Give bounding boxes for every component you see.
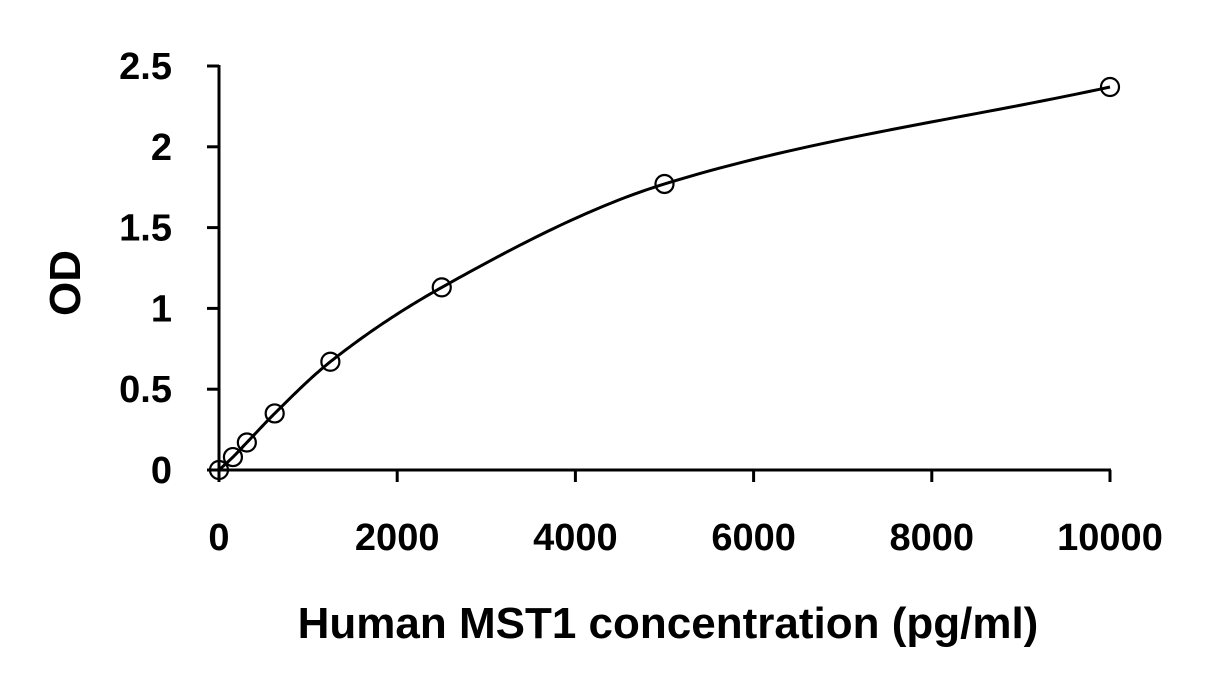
data-point <box>431 277 452 298</box>
y-tick-label: 0 <box>151 450 172 492</box>
y-tick-label: 1 <box>151 288 172 330</box>
data-point <box>208 459 230 481</box>
fit-curve <box>217 85 1111 472</box>
x-tick-label: 6000 <box>711 517 796 559</box>
data-point <box>1099 76 1121 98</box>
data-point <box>222 446 244 468</box>
x-tick-label: 8000 <box>890 517 975 559</box>
data-points <box>208 76 1121 481</box>
data-point <box>236 432 257 453</box>
axes <box>217 65 1111 472</box>
y-tick-label: 0.5 <box>119 369 172 411</box>
data-point <box>654 173 675 195</box>
y-tick-label: 2.5 <box>119 46 172 88</box>
x-tick-label: 10000 <box>1057 517 1163 559</box>
y-tick-label: 1.5 <box>119 208 172 250</box>
y-ticks: 0 0.5 1 1.5 2 2.5 <box>119 46 219 492</box>
x-tick-label: 4000 <box>533 517 618 559</box>
data-point <box>264 403 285 424</box>
data-point <box>320 351 341 372</box>
x-ticks: 0 2000 4000 6000 8000 10000 <box>208 470 1163 559</box>
y-axis-title: OD <box>41 250 90 316</box>
x-axis-title: Human MST1 concentration (pg/ml) <box>298 599 1039 648</box>
x-tick-label: 2000 <box>355 517 440 559</box>
x-tick-label: 0 <box>208 517 229 559</box>
y-tick-label: 2 <box>151 127 172 169</box>
